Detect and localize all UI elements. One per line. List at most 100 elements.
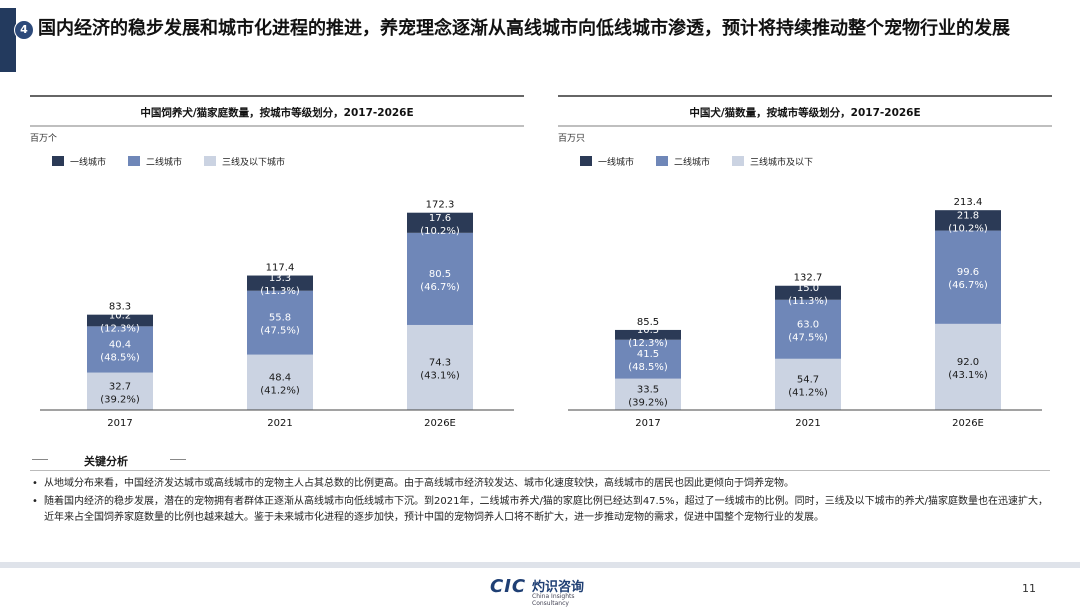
legend-label: 三线及以下城市	[222, 156, 285, 168]
bar-segment	[407, 232, 473, 325]
data-label: 32.7	[109, 381, 131, 392]
data-label: 17.6	[429, 213, 451, 224]
data-label: 40.4	[109, 339, 131, 350]
bar-segment	[87, 326, 153, 373]
x-tick-label: 2017	[635, 418, 660, 429]
share-label: (10.2%)	[948, 223, 988, 234]
total-label: 83.3	[109, 302, 131, 313]
bar-segment	[615, 378, 681, 410]
share-label: (41.2%)	[260, 385, 300, 396]
legend-swatch	[52, 156, 64, 166]
data-label: 48.4	[269, 372, 291, 383]
chart-unit: 百万个	[30, 133, 57, 144]
key-analysis-label: 关键分析	[84, 455, 128, 468]
analysis-rule	[30, 470, 1050, 471]
bar-segment	[247, 275, 313, 291]
legend-swatch	[580, 156, 592, 166]
x-tick-label: 2026E	[952, 418, 984, 429]
data-label: 55.8	[269, 313, 291, 324]
divider-right	[170, 459, 186, 460]
legend-label: 二线城市	[674, 156, 710, 168]
chart-unit: 百万只	[558, 133, 585, 144]
share-label: (10.2%)	[420, 226, 460, 237]
footer-band	[0, 562, 1080, 568]
total-label: 172.3	[426, 200, 455, 211]
share-label: (12.3%)	[628, 338, 668, 349]
data-label: 15.0	[797, 283, 819, 294]
analysis-bullet: 从地域分布来看，中国经济发达城市或高线城市的宠物主人占其总数的比例更高。由于高线…	[30, 476, 1054, 492]
data-label: 21.8	[957, 210, 979, 221]
data-label: 54.7	[797, 374, 819, 385]
bar-segment	[407, 212, 473, 233]
share-label: (47.5%)	[788, 332, 828, 343]
share-label: (43.1%)	[948, 370, 988, 381]
analysis-bullets: 从地域分布来看，中国经济发达城市或高线城市的宠物主人占其总数的比例更高。由于高线…	[30, 476, 1054, 528]
analysis-bullet: 随着国内经济的稳步发展，潜在的宠物拥有者群体正逐渐从高线城市向低线城市下沉。到2…	[30, 494, 1054, 526]
data-label: 33.5	[637, 384, 659, 395]
bar-segment	[87, 372, 153, 410]
legend-swatch	[128, 156, 140, 166]
data-label: 41.5	[637, 349, 659, 360]
legend-label: 一线城市	[70, 156, 106, 168]
legend-swatch	[732, 156, 744, 166]
total-label: 132.7	[794, 273, 823, 284]
data-label: 10.5	[637, 325, 659, 336]
data-label: 74.3	[429, 357, 451, 368]
data-label: 63.0	[797, 319, 819, 330]
legend-label: 二线城市	[146, 156, 182, 168]
chart-pets: 中国犬/猫数量，按城市等级划分，2017-2026E 百万只一线城市 二线城市 三线城…	[558, 94, 1052, 430]
logo-mark: CIC	[490, 576, 527, 597]
share-label: (48.5%)	[100, 352, 140, 363]
share-label: (39.2%)	[628, 397, 668, 408]
legend-swatch	[656, 156, 668, 166]
chart-households: 中国饲养犬/猫家庭数量，按城市等级划分，2017-2026E 百万个一线城市 二线城…	[30, 94, 524, 430]
chart-title: 中国犬/猫数量，按城市等级划分，2017-2026E	[689, 106, 920, 119]
total-label: 117.4	[266, 263, 295, 274]
page-number: 11	[1022, 582, 1036, 595]
page-title: 国内经济的稳步发展和城市化进程的推进，养宠理念逐渐从高线城市向低线城市渗透，预计…	[38, 18, 1010, 39]
data-label: 99.6	[957, 267, 979, 278]
data-label: 92.0	[957, 357, 979, 368]
header-side-bar	[0, 8, 16, 72]
x-tick-label: 2021	[267, 418, 292, 429]
bar-segment	[615, 339, 681, 379]
share-label: (43.1%)	[420, 370, 460, 381]
share-label: (11.3%)	[788, 296, 828, 307]
share-label: (47.5%)	[260, 326, 300, 337]
logo-subtitle: China Insights Consultancy	[532, 593, 575, 607]
bar-segment	[935, 230, 1001, 324]
bar-segment	[775, 285, 841, 300]
share-label: (12.3%)	[100, 324, 140, 335]
bar-segment	[935, 210, 1001, 231]
share-label: (48.5%)	[628, 362, 668, 373]
total-label: 85.5	[637, 317, 659, 328]
legend-label: 三线城市及以下	[750, 156, 813, 168]
bar-segment	[87, 314, 153, 327]
share-label: (39.2%)	[100, 394, 140, 405]
data-label: 10.2	[109, 311, 131, 322]
share-label: (41.2%)	[788, 387, 828, 398]
x-tick-label: 2021	[795, 418, 820, 429]
bar-segment	[407, 324, 473, 410]
data-label: 80.5	[429, 269, 451, 280]
bar-segment	[247, 354, 313, 410]
x-tick-label: 2017	[107, 418, 132, 429]
legend-label: 一线城市	[598, 156, 634, 168]
bar-segment	[935, 323, 1001, 410]
bar-segment	[247, 290, 313, 355]
chart-title: 中国饲养犬/猫家庭数量，按城市等级划分，2017-2026E	[140, 106, 413, 119]
data-label: 13.3	[269, 273, 291, 284]
bar-segment	[775, 358, 841, 410]
bar-segment	[775, 299, 841, 359]
total-label: 213.4	[954, 197, 983, 208]
legend-swatch	[204, 156, 216, 166]
x-tick-label: 2026E	[424, 418, 456, 429]
company-logo: CIC 灼识咨询 China Insights Consultancy	[490, 574, 610, 607]
share-label: (11.3%)	[260, 286, 300, 297]
divider-left	[32, 459, 48, 460]
share-label: (46.7%)	[420, 282, 460, 293]
share-label: (46.7%)	[948, 280, 988, 291]
bar-segment	[615, 329, 681, 340]
